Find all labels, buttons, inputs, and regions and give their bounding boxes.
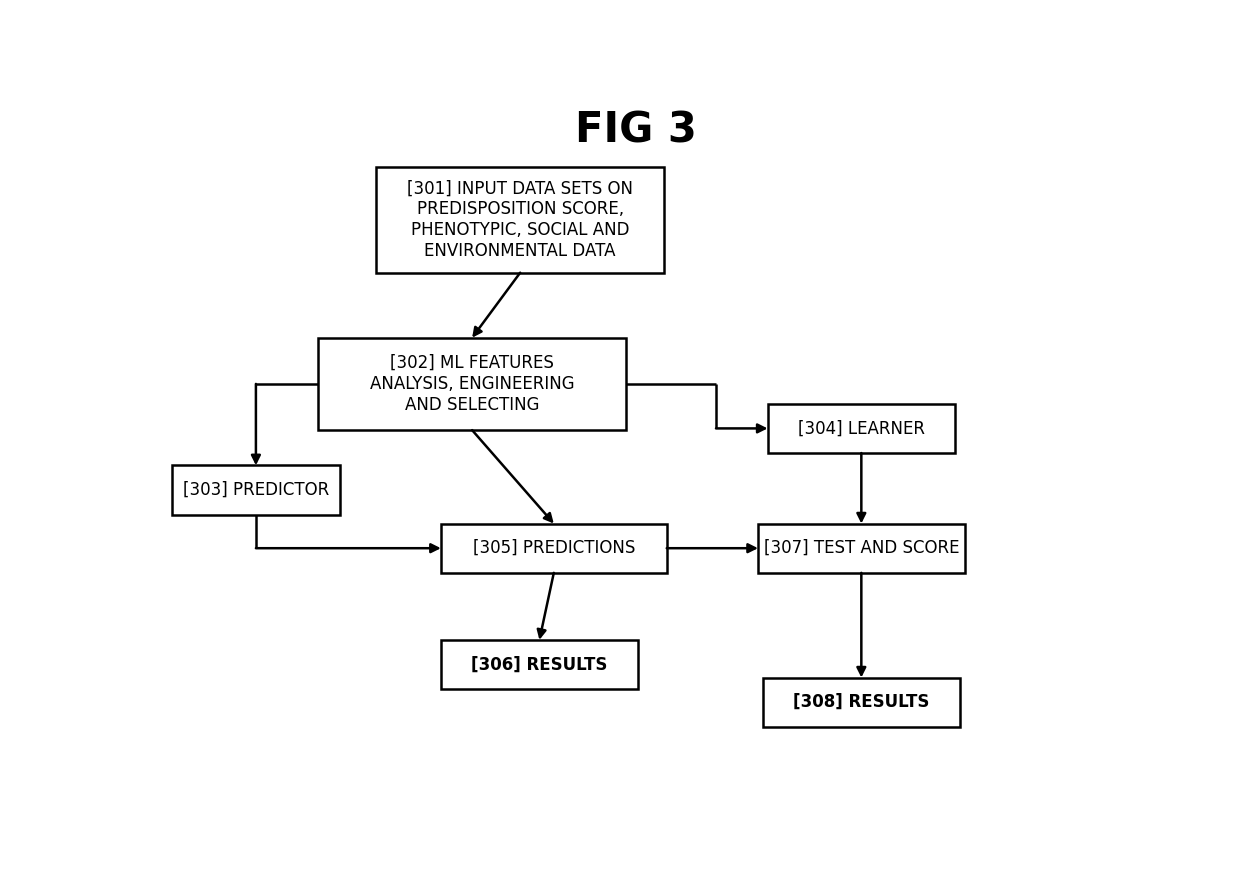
Text: [303] PREDICTOR: [303] PREDICTOR: [182, 481, 329, 499]
FancyBboxPatch shape: [319, 338, 626, 430]
Text: FIG 3: FIG 3: [574, 109, 697, 152]
Text: [301] INPUT DATA SETS ON
PREDISPOSITION SCORE,
PHENOTYPIC, SOCIAL AND
ENVIRONMEN: [301] INPUT DATA SETS ON PREDISPOSITION …: [407, 180, 634, 260]
Text: [304] LEARNER: [304] LEARNER: [797, 420, 925, 437]
Text: [305] PREDICTIONS: [305] PREDICTIONS: [472, 540, 635, 557]
Text: [302] ML FEATURES
ANALYSIS, ENGINEERING
AND SELECTING: [302] ML FEATURES ANALYSIS, ENGINEERING …: [370, 354, 574, 413]
FancyBboxPatch shape: [441, 640, 637, 689]
FancyBboxPatch shape: [441, 524, 667, 573]
Text: [308] RESULTS: [308] RESULTS: [794, 693, 930, 711]
FancyBboxPatch shape: [172, 465, 340, 515]
FancyBboxPatch shape: [758, 524, 965, 573]
Text: [306] RESULTS: [306] RESULTS: [471, 655, 608, 674]
Text: [307] TEST AND SCORE: [307] TEST AND SCORE: [764, 540, 959, 557]
FancyBboxPatch shape: [763, 677, 960, 727]
FancyBboxPatch shape: [376, 166, 665, 273]
FancyBboxPatch shape: [768, 404, 955, 453]
